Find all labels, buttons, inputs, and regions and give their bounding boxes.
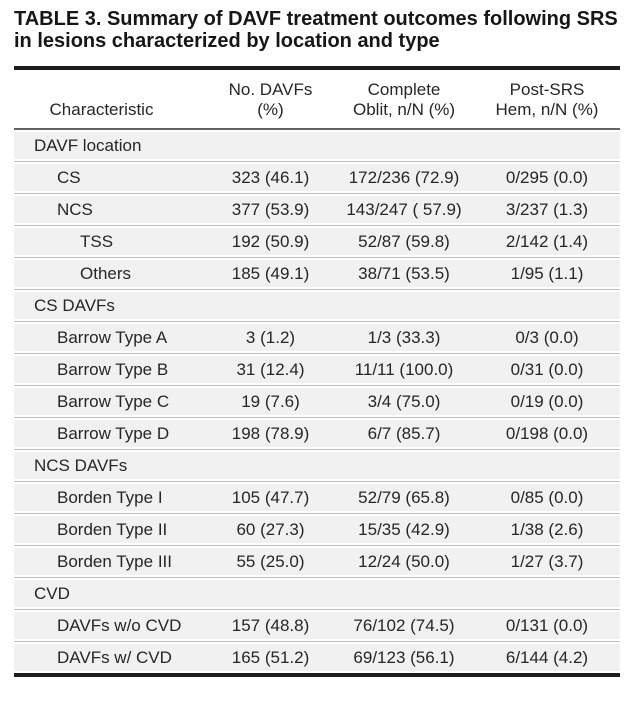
cell-no-davfs: 55 (25.0) xyxy=(236,551,305,571)
cell-no-davfs: 198 (78.9) xyxy=(231,423,310,443)
table-row: Others 185 (49.1) 38/71 (53.5) 1/95 (1.1… xyxy=(14,258,620,290)
row-label: Borden Type I xyxy=(57,487,163,507)
cell-post-srs-hem: 1/95 (1.1) xyxy=(510,263,584,283)
row-label: DAVFs w/o CVD xyxy=(57,615,182,635)
row-label: Others xyxy=(80,263,132,283)
cell-complete-oblit: 3/4 (75.0) xyxy=(367,391,441,411)
cell-complete-oblit: 76/102 (74.5) xyxy=(353,615,455,635)
table-row: NCS 377 (53.9) 143/247 ( 57.9) 3/237 (1.… xyxy=(14,194,620,226)
cell-no-davfs: 3 (1.2) xyxy=(245,327,296,347)
row-label: TSS xyxy=(80,231,114,251)
row-label: CS xyxy=(57,167,81,187)
row-label: Barrow Type B xyxy=(57,359,169,379)
cell-post-srs-hem: 0/31 (0.0) xyxy=(510,359,584,379)
cell-no-davfs: 323 (46.1) xyxy=(231,167,310,187)
header-cell-no-davfs: No. DAVFs (%) xyxy=(207,80,334,120)
table-row: Borden Type I 105 (47.7) 52/79 (65.8) 0/… xyxy=(14,482,620,514)
cell-no-davfs: 60 (27.3) xyxy=(236,519,305,539)
row-label: CVD xyxy=(34,583,70,603)
header-line: Complete xyxy=(367,80,441,99)
cell-no-davfs: 377 (53.9) xyxy=(231,199,310,219)
cell-post-srs-hem: 0/3 (0.0) xyxy=(515,327,579,347)
table-body: DAVF location CS 323 (46.1) 172/236 (72.… xyxy=(14,130,620,673)
cell-no-davfs: 157 (48.8) xyxy=(231,615,310,635)
row-label: DAVF location xyxy=(34,135,142,155)
table-row: DAVFs w/o CVD 157 (48.8) 76/102 (74.5) 0… xyxy=(14,610,620,642)
cell-complete-oblit: 1/3 (33.3) xyxy=(367,327,441,347)
table-row: Barrow Type D 198 (78.9) 6/7 (85.7) 0/19… xyxy=(14,418,620,450)
cell-complete-oblit: 15/35 (42.9) xyxy=(358,519,450,539)
row-label: Barrow Type C xyxy=(57,391,170,411)
header-cell-complete-oblit: Complete Oblit, n/N (%) xyxy=(334,80,474,120)
cell-post-srs-hem: 0/295 (0.0) xyxy=(505,167,589,187)
row-label: Borden Type II xyxy=(57,519,168,539)
table-row: DAVFs w/ CVD 165 (51.2) 69/123 (56.1) 6/… xyxy=(14,642,620,673)
table-row: TSS 192 (50.9) 52/87 (59.8) 2/142 (1.4) xyxy=(14,226,620,258)
cell-complete-oblit: 12/24 (50.0) xyxy=(358,551,450,571)
cell-complete-oblit: 52/79 (65.8) xyxy=(358,487,450,507)
cell-no-davfs: 192 (50.9) xyxy=(231,231,310,251)
outcomes-table: Characteristic No. DAVFs (%) Complete Ob… xyxy=(14,66,620,677)
table-row: Barrow Type A 3 (1.2) 1/3 (33.3) 0/3 (0.… xyxy=(14,322,620,354)
header-line: (%) xyxy=(257,100,284,119)
table-row: DAVF location xyxy=(14,130,620,162)
cell-post-srs-hem: 0/198 (0.0) xyxy=(505,423,589,443)
cell-no-davfs: 105 (47.7) xyxy=(231,487,310,507)
cell-complete-oblit: 172/236 (72.9) xyxy=(348,167,460,187)
table-row: CS 323 (46.1) 172/236 (72.9) 0/295 (0.0) xyxy=(14,162,620,194)
cell-no-davfs: 31 (12.4) xyxy=(236,359,305,379)
header-line: Oblit, n/N (%) xyxy=(352,100,456,119)
header-cell-post-srs-hem: Post-SRS Hem, n/N (%) xyxy=(474,80,620,120)
cell-post-srs-hem: 1/27 (3.7) xyxy=(510,551,584,571)
table-row: Barrow Type C 19 (7.6) 3/4 (75.0) 0/19 (… xyxy=(14,386,620,418)
header-line: Post-SRS xyxy=(509,80,585,99)
cell-complete-oblit: 38/71 (53.5) xyxy=(358,263,450,283)
header-line: No. DAVFs xyxy=(228,80,313,99)
cell-no-davfs: 165 (51.2) xyxy=(231,647,310,667)
header-line: Characteristic xyxy=(49,100,154,119)
header-cell-characteristic: Characteristic xyxy=(14,100,207,120)
cell-post-srs-hem: 1/38 (2.6) xyxy=(510,519,584,539)
cell-complete-oblit: 11/11 (100.0) xyxy=(354,359,454,379)
cell-complete-oblit: 69/123 (56.1) xyxy=(353,647,455,667)
header-line: Hem, n/N (%) xyxy=(495,100,599,119)
cell-post-srs-hem: 6/144 (4.2) xyxy=(505,647,589,667)
row-label: Barrow Type D xyxy=(57,423,170,443)
cell-post-srs-hem: 0/19 (0.0) xyxy=(510,391,584,411)
cell-no-davfs: 19 (7.6) xyxy=(241,391,300,411)
cell-complete-oblit: 52/87 (59.8) xyxy=(358,231,450,251)
table-row: CVD xyxy=(14,578,620,610)
table-row: CS DAVFs xyxy=(14,290,620,322)
cell-complete-oblit: 6/7 (85.7) xyxy=(367,423,441,443)
row-label: Borden Type III xyxy=(57,551,172,571)
cell-complete-oblit: 143/247 ( 57.9) xyxy=(346,199,462,219)
row-label: Barrow Type A xyxy=(57,327,168,347)
row-label: DAVFs w/ CVD xyxy=(57,647,172,667)
cell-post-srs-hem: 2/142 (1.4) xyxy=(505,231,589,251)
table-row: Barrow Type B 31 (12.4) 11/11 (100.0) 0/… xyxy=(14,354,620,386)
row-label: CS DAVFs xyxy=(34,295,115,315)
table-row: Borden Type III 55 (25.0) 12/24 (50.0) 1… xyxy=(14,546,620,578)
table-row: NCS DAVFs xyxy=(14,450,620,482)
table-row: Borden Type II 60 (27.3) 15/35 (42.9) 1/… xyxy=(14,514,620,546)
row-label: NCS DAVFs xyxy=(34,455,128,475)
row-label: NCS xyxy=(57,199,93,219)
cell-post-srs-hem: 3/237 (1.3) xyxy=(505,199,589,219)
cell-post-srs-hem: 0/85 (0.0) xyxy=(510,487,584,507)
table-title: TABLE 3. Summary of DAVF treatment outco… xyxy=(14,8,618,52)
cell-post-srs-hem: 0/131 (0.0) xyxy=(505,615,589,635)
cell-no-davfs: 185 (49.1) xyxy=(231,263,310,283)
table-header: Characteristic No. DAVFs (%) Complete Ob… xyxy=(14,70,620,130)
